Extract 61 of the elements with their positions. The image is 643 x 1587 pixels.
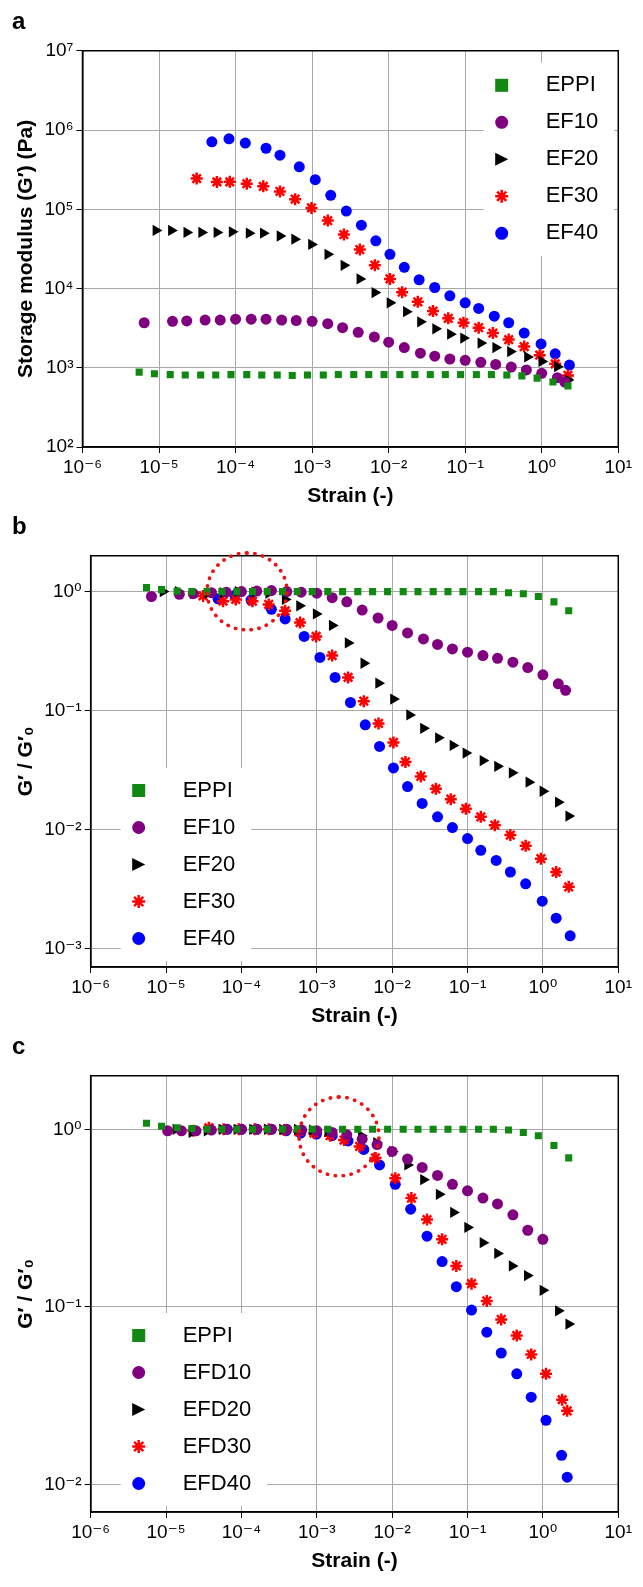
- y-tick-label: 10⁵: [44, 197, 74, 219]
- legend-label: EF40: [545, 219, 599, 245]
- y-tick-label: 10⁰: [52, 579, 82, 601]
- x-tick-label: 10⁻⁴: [215, 455, 256, 477]
- y-tick-label: 10⁴: [44, 276, 74, 298]
- legend-label: EF30: [545, 182, 599, 208]
- legend-label: EF30: [182, 887, 236, 913]
- x-tick-label: 10⁻⁵: [146, 1520, 186, 1542]
- x-tick-label: 10⁻¹: [446, 455, 484, 477]
- y-tick-label: 10⁻²: [44, 1472, 82, 1494]
- x-tick-label: 10⁻³: [298, 975, 336, 997]
- x-tick-label: 10⁻¹: [448, 1520, 487, 1542]
- y-tick-label: 10⁻¹: [44, 698, 82, 720]
- y-axis-title: G′ / G′₀: [13, 1259, 37, 1329]
- y-tick-label: 10³: [46, 355, 74, 377]
- x-tick-label: 10⁻⁶: [71, 975, 111, 997]
- x-tick-label: 10⁻²: [373, 975, 411, 997]
- x-tick-label: 10⁰: [528, 975, 558, 997]
- legend-label: EPPI: [545, 71, 596, 97]
- legend-label: EF20: [182, 850, 236, 876]
- x-tick-label: 10⁻²: [373, 1520, 411, 1542]
- legend-label: EF40: [182, 924, 236, 950]
- y-axis-title: Storage modulus (G′) (Pa): [13, 119, 37, 379]
- legend-label: EPPI: [182, 1321, 233, 1347]
- chart-title: c: [12, 1032, 26, 1060]
- legend-label: EFD30: [182, 1432, 252, 1458]
- x-tick-label: 10¹: [604, 455, 632, 477]
- x-tick-label: 10⁻⁶: [63, 455, 102, 477]
- y-tick-label: 10⁻³: [44, 936, 82, 958]
- x-axis-title: Strain (-): [311, 1548, 398, 1572]
- x-tick-label: 10¹: [604, 1520, 632, 1542]
- x-tick-label: 10⁻⁴: [221, 975, 262, 997]
- x-axis-title: Strain (-): [311, 1003, 398, 1027]
- legend-label: EFD10: [182, 1358, 252, 1384]
- x-tick-label: 10⁰: [528, 1520, 558, 1542]
- y-axis-title: G′ / G′₀: [13, 726, 37, 797]
- x-tick-label: 10⁻²: [369, 455, 408, 477]
- x-tick-label: 10⁻¹: [448, 975, 487, 997]
- x-tick-label: 10⁻⁵: [139, 455, 179, 477]
- legend-label: EF10: [545, 108, 599, 134]
- y-tick-label: 10²: [46, 435, 74, 457]
- y-tick-label: 10⁻²: [44, 817, 82, 839]
- x-tick-label: 10⁻⁴: [221, 1520, 262, 1542]
- legend-label: EFD40: [182, 1469, 252, 1495]
- legend-label: EFD20: [182, 1395, 252, 1421]
- y-tick-label: 10⁻¹: [44, 1295, 82, 1317]
- legend-label: EF10: [182, 813, 236, 839]
- chart-title: a: [12, 7, 26, 35]
- chart-title: b: [12, 512, 27, 540]
- legend-label: EF20: [545, 145, 599, 171]
- y-tick-label: 10⁰: [52, 1117, 82, 1139]
- legend-label: EPPI: [182, 776, 233, 802]
- x-tick-label: 10¹: [604, 975, 632, 997]
- x-tick-label: 10⁻⁶: [71, 1520, 111, 1542]
- x-tick-label: 10⁻⁵: [146, 975, 186, 997]
- y-tick-label: 10⁷: [45, 39, 74, 61]
- x-tick-label: 10⁰: [527, 455, 557, 477]
- x-axis-title: Strain (-): [307, 483, 394, 507]
- x-tick-label: 10⁻³: [298, 1520, 336, 1542]
- y-tick-label: 10⁶: [44, 118, 74, 140]
- x-tick-label: 10⁻³: [293, 455, 331, 477]
